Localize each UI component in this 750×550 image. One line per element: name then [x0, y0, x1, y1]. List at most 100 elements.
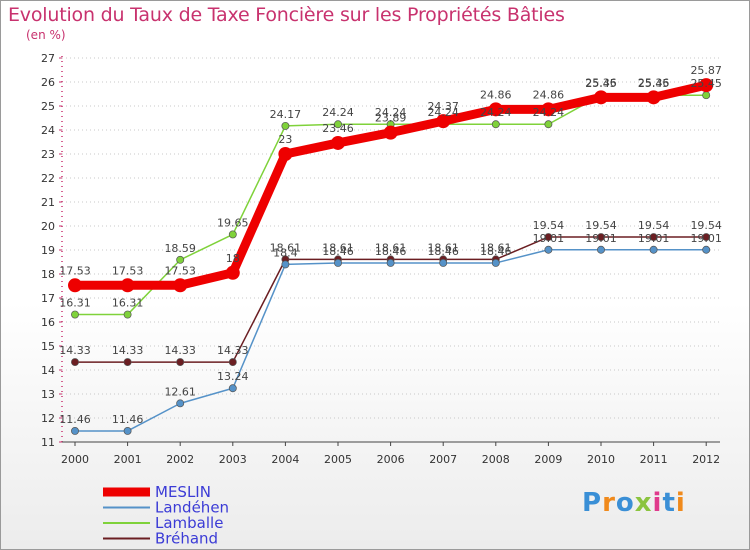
- data-label-brehand: 19.54: [585, 219, 617, 232]
- x-tick-label: 2007: [429, 453, 457, 466]
- logo-letter: i: [675, 488, 686, 518]
- y-tick-label: 16: [41, 316, 55, 329]
- data-label-brehand: 18.61: [480, 241, 512, 254]
- data-label-brehand: 19.54: [638, 219, 670, 232]
- data-label-lamballe: 18.59: [164, 242, 196, 255]
- data-point-landehen: [281, 260, 290, 269]
- data-label-landehen: 12.61: [164, 385, 196, 398]
- data-point-brehand: [649, 233, 658, 241]
- data-point-lamballe: [123, 310, 132, 319]
- data-point-lamballe: [334, 120, 342, 129]
- data-label-brehand: 18.61: [322, 241, 354, 254]
- data-label-meslin: 17.53: [112, 264, 144, 277]
- data-label-brehand: 14.33: [217, 344, 249, 357]
- data-label-meslin: 23.89: [375, 112, 407, 125]
- data-label-meslin: 17.53: [59, 264, 91, 277]
- x-tick-label: 2000: [61, 453, 89, 466]
- data-label-landehen: 19.01: [533, 232, 565, 245]
- y-tick-label: 26: [41, 76, 55, 89]
- data-point-lamballe: [491, 120, 500, 129]
- data-point-landehen: [228, 384, 237, 393]
- y-tick-label: 25: [41, 100, 55, 113]
- data-point-landehen: [386, 259, 395, 267]
- data-point-meslin: [120, 278, 135, 293]
- data-point-landehen: [702, 245, 711, 254]
- y-tick-label: 12: [41, 412, 55, 425]
- data-point-meslin: [278, 147, 293, 161]
- data-point-brehand: [176, 358, 185, 367]
- data-label-lamballe: 24.24: [533, 106, 565, 119]
- x-tick-label: 2010: [587, 453, 615, 466]
- data-label-brehand: 14.33: [112, 344, 144, 357]
- data-point-landehen: [334, 259, 342, 267]
- data-label-brehand: 19.54: [533, 219, 565, 232]
- x-tick-label: 2011: [640, 453, 668, 466]
- data-label-brehand: 18.61: [375, 241, 407, 254]
- data-point-lamballe: [544, 120, 553, 129]
- data-point-lamballe: [176, 255, 185, 264]
- logo-letter: P: [582, 488, 603, 518]
- data-label-meslin: 24.86: [480, 88, 512, 101]
- data-point-meslin: [383, 125, 398, 140]
- data-label-landehen: 11.46: [112, 413, 144, 426]
- chart-title: Evolution du Taux de Taxe Foncière sur l…: [8, 4, 565, 26]
- data-label-landehen: 18.46: [322, 245, 354, 258]
- data-point-meslin: [225, 265, 240, 280]
- logo-letter: o: [615, 488, 635, 518]
- data-label-landehen: 19.01: [638, 232, 670, 245]
- data-label-meslin: 25.36: [585, 76, 617, 89]
- logo-letter: x: [634, 488, 653, 518]
- data-label-landehen: 19.01: [690, 232, 722, 245]
- x-tick-label: 2005: [324, 453, 352, 466]
- data-label-landehen: 18.4: [273, 246, 298, 259]
- logo-letter: i: [652, 488, 663, 518]
- logo-letter: t: [662, 488, 676, 518]
- data-label-lamballe: 24.24: [480, 106, 512, 119]
- x-tick-label: 2012: [692, 453, 720, 466]
- data-point-brehand: [702, 233, 711, 241]
- legend-label-meslin: MESLIN: [155, 483, 211, 501]
- data-label-meslin: 23.46: [322, 122, 354, 135]
- data-label-brehand: 19.54: [690, 219, 722, 232]
- data-label-landehen: 19.01: [585, 232, 617, 245]
- data-point-meslin: [541, 102, 556, 117]
- y-tick-label: 18: [41, 268, 55, 281]
- legend-label-brehand: Bréhand: [155, 530, 218, 548]
- data-point-meslin: [488, 102, 503, 117]
- x-tick-label: 2002: [166, 453, 194, 466]
- data-point-meslin: [594, 90, 608, 105]
- logo-letter: r: [602, 488, 616, 518]
- legend-label-lamballe: Lamballe: [155, 514, 223, 532]
- data-point-meslin: [646, 90, 661, 105]
- data-label-meslin: 23: [278, 133, 292, 146]
- data-point-landehen: [439, 259, 448, 267]
- data-label-landehen: 18.46: [480, 245, 512, 258]
- data-label-lamballe: 24.24: [427, 106, 459, 119]
- data-point-landehen: [544, 245, 553, 254]
- data-point-landehen: [176, 399, 185, 408]
- data-label-lamballe: 16.31: [112, 297, 144, 310]
- y-axis-unit: (en %): [26, 28, 66, 42]
- data-point-brehand: [228, 358, 237, 367]
- x-tick-label: 2008: [482, 453, 510, 466]
- y-tick-label: 15: [41, 340, 55, 353]
- data-label-lamballe: 25.45: [690, 77, 722, 90]
- data-point-lamballe: [71, 310, 79, 319]
- data-point-lamballe: [281, 121, 290, 130]
- data-point-landehen: [597, 245, 605, 254]
- data-point-brehand: [123, 358, 132, 367]
- data-label-landehen: 13.24: [217, 370, 249, 383]
- y-tick-label: 23: [41, 148, 55, 161]
- x-tick-label: 2001: [114, 453, 142, 466]
- data-label-brehand: 14.33: [164, 344, 196, 357]
- data-label-lamballe: 24.17: [270, 108, 302, 121]
- data-point-meslin: [699, 78, 714, 93]
- data-label-meslin: 18: [226, 252, 240, 265]
- data-point-brehand: [71, 358, 79, 367]
- x-tick-label: 2009: [534, 453, 562, 466]
- data-point-landehen: [649, 245, 658, 254]
- legend-label-landehen: Landéhen: [155, 499, 229, 517]
- data-label-landehen: 18.46: [375, 245, 407, 258]
